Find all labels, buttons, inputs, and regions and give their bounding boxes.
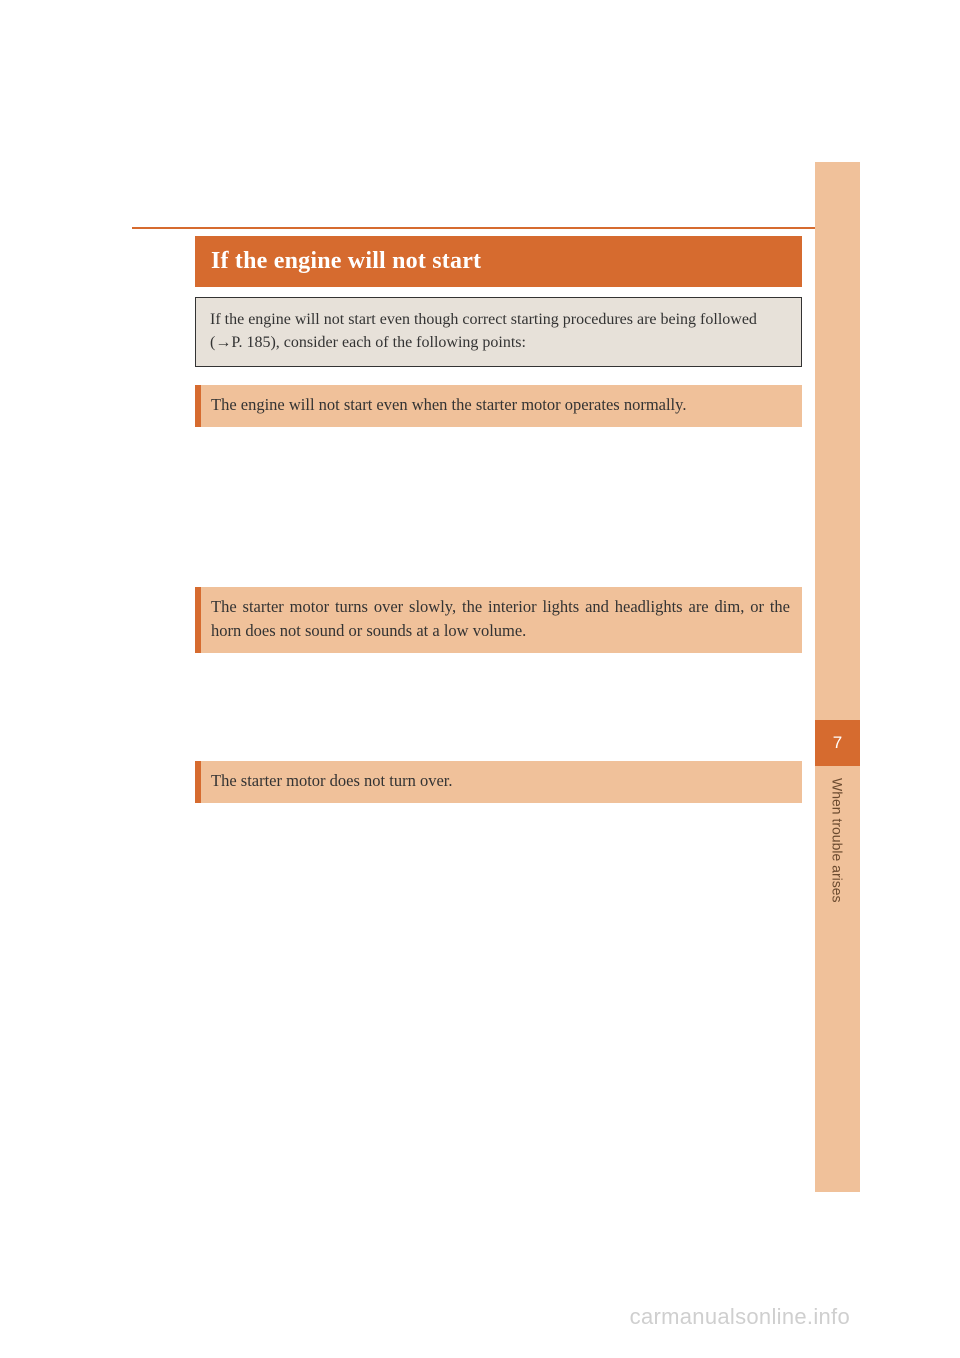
page-title-bar: If the engine will not start	[195, 236, 802, 287]
watermark: carmanualsonline.info	[630, 1304, 850, 1330]
chapter-label: When trouble arises	[830, 778, 846, 903]
intro-box: If the engine will not start even though…	[195, 297, 802, 367]
content-area: If the engine will not start If the engi…	[195, 229, 802, 803]
chapter-number-tab: 7	[815, 720, 860, 766]
watermark-text: carmanualsonline.info	[630, 1304, 850, 1329]
section-text-2: The starter motor turns over slowly, the…	[211, 597, 790, 640]
chapter-label-tab: When trouble arises	[815, 778, 860, 958]
section-bar-2: The starter motor turns over slowly, the…	[195, 587, 802, 653]
chapter-number: 7	[833, 733, 842, 753]
page-title: If the engine will not start	[211, 248, 481, 274]
section-bar-1: The engine will not start even when the …	[195, 385, 802, 427]
side-tab-strip	[815, 162, 860, 1192]
intro-text: If the engine will not start even though…	[210, 311, 757, 351]
section-bar-3: The starter motor does not turn over.	[195, 761, 802, 803]
section-text-1: The engine will not start even when the …	[211, 395, 686, 414]
section-text-3: The starter motor does not turn over.	[211, 771, 452, 790]
